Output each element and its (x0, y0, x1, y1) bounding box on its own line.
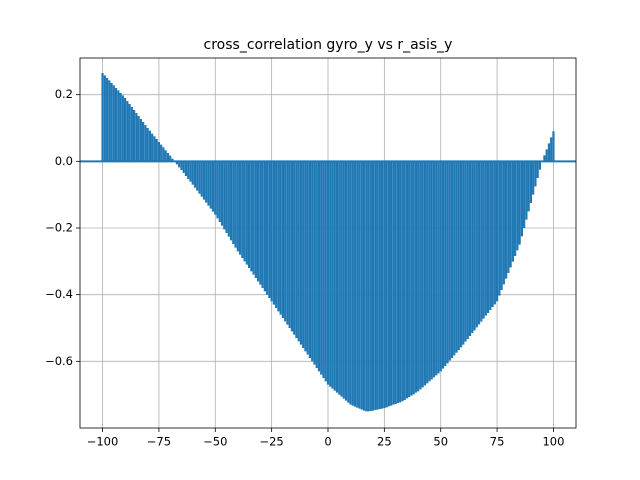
x-tick-label: 0 (324, 435, 331, 449)
chart-title: cross_correlation gyro_y vs r_asis_y (204, 37, 453, 53)
y-tick-label: −0.6 (45, 354, 73, 368)
x-tick-label: 50 (433, 435, 448, 449)
y-tick-label: 0.0 (55, 154, 73, 168)
x-tick-label: −25 (259, 435, 283, 449)
y-tick-label: 0.2 (55, 87, 73, 101)
plot-frame (79, 57, 577, 429)
x-tick-label: 75 (490, 435, 505, 449)
x-tick-label: −100 (87, 435, 119, 449)
x-tick-label: −75 (147, 435, 171, 449)
y-tick-label: −0.2 (45, 221, 73, 235)
x-tick-label: 25 (377, 435, 392, 449)
y-tick-label: −0.4 (45, 287, 73, 301)
x-tick-label: −50 (203, 435, 227, 449)
x-tick-label: 100 (542, 435, 564, 449)
